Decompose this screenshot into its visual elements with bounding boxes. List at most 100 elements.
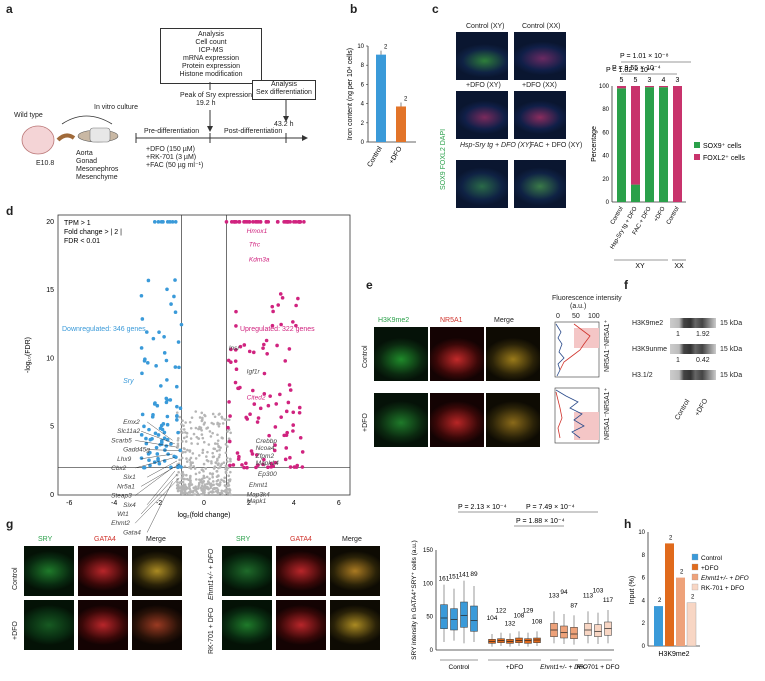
d-xtick-label: 4 bbox=[292, 500, 296, 507]
d-point-ns bbox=[223, 476, 227, 480]
panel-a-drawing bbox=[21, 82, 308, 155]
h-xlabel: H3K9me2 bbox=[658, 651, 689, 658]
d-point-up bbox=[228, 463, 232, 468]
d-point-ns bbox=[188, 449, 192, 452]
chip-qpcr-chart: 0 2 4 6 8 10 2 2 2 2 H3K9me2 Input (%) Control +DFO Eh… bbox=[629, 530, 749, 658]
d-point-ns bbox=[200, 411, 204, 415]
d-point-up bbox=[234, 367, 239, 372]
d-point-ns bbox=[229, 470, 232, 474]
h-bar bbox=[686, 602, 697, 647]
e-row-1: +DFO bbox=[362, 413, 369, 432]
g-img-12 bbox=[330, 600, 380, 650]
b-bar bbox=[396, 106, 406, 142]
d-point-ns bbox=[225, 418, 228, 422]
d-point-ns bbox=[228, 457, 232, 461]
d-point-ns bbox=[190, 442, 193, 445]
d-point-ns bbox=[198, 416, 202, 419]
d-point-down bbox=[159, 384, 163, 388]
d-xtick-label: 6 bbox=[337, 500, 341, 507]
c-n-label: 5 bbox=[634, 77, 638, 84]
b-ytick-label: 10 bbox=[357, 44, 364, 50]
d-point-ns bbox=[198, 427, 202, 431]
h-legend-swatch bbox=[691, 563, 699, 571]
g-row-0: Control bbox=[12, 567, 19, 590]
d-point-up bbox=[254, 453, 259, 457]
d-point-ns bbox=[226, 430, 229, 433]
d-gene-up: Ep300 bbox=[258, 471, 277, 478]
d-point-ns bbox=[210, 460, 213, 463]
d-point-ns bbox=[208, 477, 211, 481]
f-lane-0: Control bbox=[674, 398, 692, 422]
in-vitro-label: In vitro culture bbox=[94, 104, 138, 111]
d-point-down bbox=[165, 287, 169, 292]
d-point-ns bbox=[189, 426, 193, 430]
d-gene-down-line bbox=[140, 474, 178, 515]
d-point-ns bbox=[221, 493, 225, 497]
g-row-2: Ehmt1+/- + DFO bbox=[208, 548, 215, 600]
d-point-ns bbox=[215, 487, 219, 490]
d-point-ns bbox=[220, 415, 224, 419]
d-xtick-label: -4 bbox=[111, 500, 117, 507]
d-xtick-label: -2 bbox=[156, 500, 162, 507]
d-point-down bbox=[179, 322, 184, 327]
d-point-ns bbox=[181, 440, 184, 443]
d-point-ns bbox=[201, 448, 205, 452]
panel-label-h: h bbox=[624, 517, 632, 531]
panel-label-d: d bbox=[6, 204, 14, 218]
d-up-label: Upregulated: 322 genes bbox=[240, 326, 315, 333]
c-ytick-label: 0 bbox=[606, 200, 610, 206]
e-profiles bbox=[554, 321, 600, 444]
d-point-ns bbox=[229, 493, 233, 497]
d-point-up bbox=[258, 406, 263, 411]
d-point-ns bbox=[181, 419, 184, 422]
g-box bbox=[470, 605, 478, 632]
d-point-ns bbox=[189, 464, 193, 467]
d-point-ns bbox=[194, 472, 198, 476]
c-bar-foxl2 bbox=[617, 86, 626, 89]
d-point-down bbox=[177, 463, 181, 468]
d-point-ns bbox=[176, 478, 179, 481]
d-point-up bbox=[245, 465, 249, 470]
c-title-4: Hsp-Sry tg + DFO (XY) bbox=[460, 142, 532, 149]
h-legend-label: Ehmt1+/- + DFO bbox=[701, 575, 749, 582]
b-xtick-label: Control bbox=[366, 145, 384, 168]
d-point-down bbox=[154, 445, 159, 450]
d-point-down bbox=[175, 418, 179, 422]
c-group-xy: XY bbox=[635, 263, 645, 270]
g-group-label: +DFO bbox=[506, 664, 524, 671]
d-point-ns bbox=[178, 458, 181, 462]
d-point-ns bbox=[183, 447, 186, 451]
d-point-up-cap bbox=[276, 220, 280, 224]
d-point-up bbox=[291, 410, 296, 415]
d-point-down bbox=[140, 412, 145, 417]
c-title-1: Control (XX) bbox=[522, 23, 561, 30]
d-ytick-label: 10 bbox=[46, 355, 54, 362]
d-point-up bbox=[264, 338, 269, 343]
d-point-up bbox=[273, 425, 278, 429]
f-val-1: 1.92 bbox=[696, 331, 710, 338]
d-point-ns bbox=[183, 465, 187, 468]
g-ytick-label: 100 bbox=[423, 581, 434, 587]
d-point-ns bbox=[191, 461, 194, 465]
c-legend-sox9: SOX9⁺ cells bbox=[703, 143, 742, 150]
d-point-up bbox=[227, 439, 232, 444]
c-img-ctrl-xx bbox=[514, 32, 566, 80]
d-point-ns bbox=[196, 487, 200, 490]
d-point-ns bbox=[200, 484, 204, 488]
d-frame bbox=[57, 214, 351, 496]
d-point-ns bbox=[221, 436, 224, 440]
d-point-down-cap bbox=[165, 220, 170, 224]
e-img-1 bbox=[374, 327, 428, 381]
b-ytick-label: 4 bbox=[361, 102, 365, 108]
d-gene-down: Six4 bbox=[123, 502, 136, 509]
d-point-up bbox=[272, 448, 277, 453]
d-point-ns bbox=[212, 490, 215, 494]
c-bar-sox9 bbox=[645, 87, 654, 202]
d-point-up bbox=[233, 348, 238, 352]
d-gene-down-line bbox=[141, 430, 175, 444]
d-point-down bbox=[178, 406, 183, 411]
d-gene-down: Steap3 bbox=[111, 493, 132, 500]
c-title-0: Control (XY) bbox=[466, 23, 505, 30]
d-point-ns bbox=[223, 480, 226, 484]
d-gene-up: Insr bbox=[229, 345, 241, 352]
